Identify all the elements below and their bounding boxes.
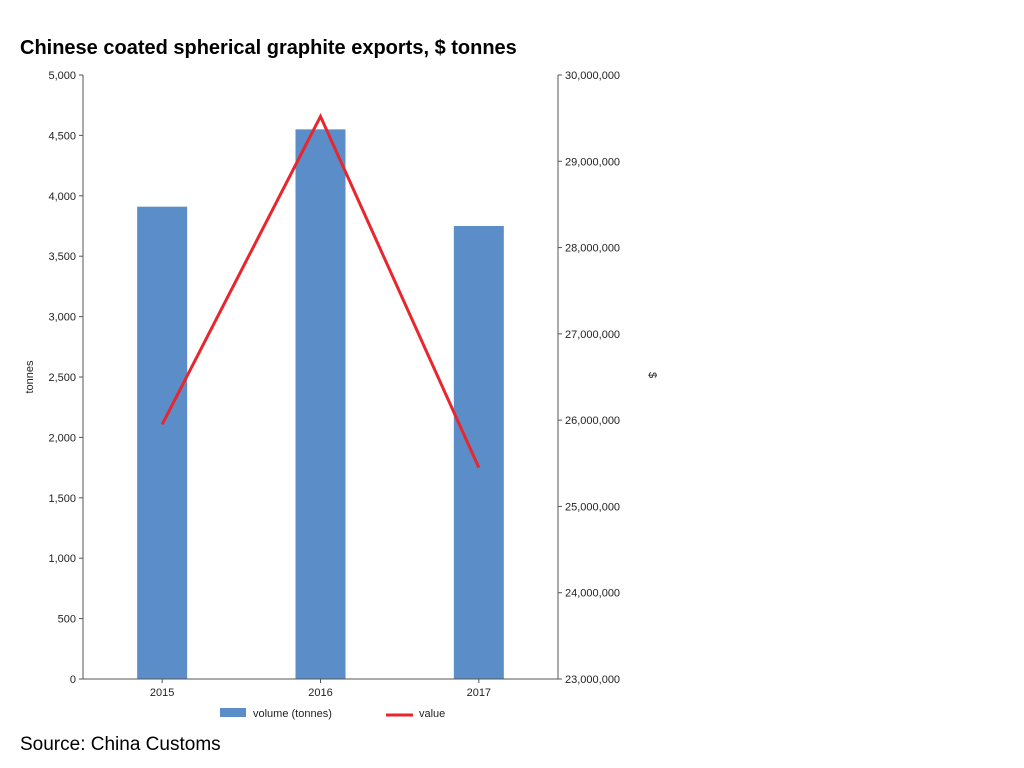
y-tick-label-left: 3,500 — [48, 251, 76, 263]
bar-2015 — [137, 206, 188, 679]
y-tick-label-left: 4,500 — [48, 130, 76, 142]
y-tick-label-left: 1,500 — [48, 493, 76, 505]
y-tick-label-right: 25,000,000 — [565, 501, 620, 513]
y-axis-title-left: tonnes — [24, 360, 36, 394]
y-tick-label-left: 5,000 — [48, 70, 76, 82]
chart-title: Chinese coated spherical graphite export… — [20, 37, 517, 59]
y-tick-label-left: 4,000 — [48, 191, 76, 203]
legend-label-volume: volume (tonnes) — [253, 708, 332, 720]
bar-2017 — [453, 226, 504, 679]
y-tick-label-right: 29,000,000 — [565, 156, 620, 168]
x-tick-label-2015: 2015 — [150, 687, 174, 699]
y-tick-label-right: 24,000,000 — [565, 588, 620, 600]
y-tick-label-left: 1,000 — [48, 553, 76, 565]
y-tick-label-right: 26,000,000 — [565, 415, 620, 427]
bar-2016 — [295, 129, 346, 680]
y-axis-title-right: $ — [646, 372, 658, 378]
legend-swatch-volume — [220, 708, 246, 717]
y-tick-label-right: 27,000,000 — [565, 329, 620, 341]
source-note: Source: China Customs — [20, 734, 221, 755]
x-tick-label-2016: 2016 — [308, 687, 332, 699]
y-tick-label-left: 2,500 — [48, 372, 76, 384]
y-tick-label-left: 500 — [58, 614, 76, 626]
y-tick-label-right: 23,000,000 — [565, 674, 620, 686]
y-tick-label-right: 30,000,000 — [565, 70, 620, 82]
y-tick-label-left: 3,000 — [48, 312, 76, 324]
y-tick-label-left: 2,000 — [48, 432, 76, 444]
y-tick-label-left: 0 — [70, 674, 76, 686]
y-tick-label-right: 28,000,000 — [565, 243, 620, 255]
x-tick-label-2017: 2017 — [467, 687, 491, 699]
legend-label-value: value — [419, 708, 445, 720]
